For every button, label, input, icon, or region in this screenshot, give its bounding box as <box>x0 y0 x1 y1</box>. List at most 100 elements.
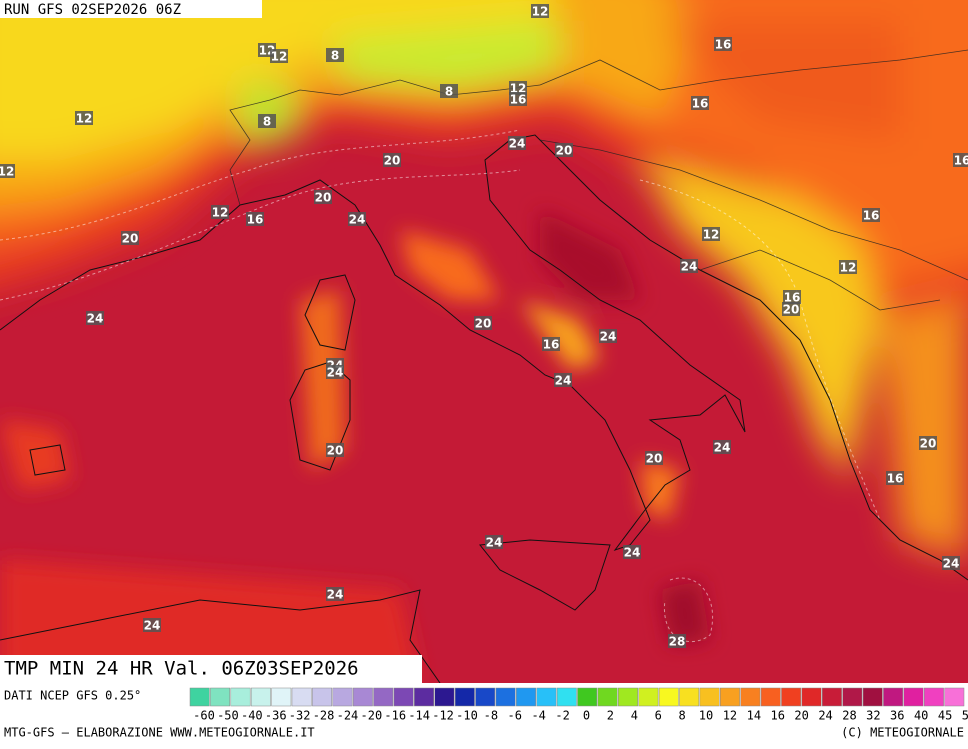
colorbar-tick-label: -16 <box>384 709 406 723</box>
run-title: RUN GFS 02SEP2026 06Z <box>4 2 181 18</box>
color-swatch <box>923 687 944 707</box>
label-box <box>886 471 904 485</box>
contour-label: 16 <box>691 96 709 111</box>
label-box <box>258 114 276 128</box>
label-text: 12 <box>271 50 288 64</box>
label-text: 16 <box>715 38 732 52</box>
colorbar-tick-label: 36 <box>890 709 904 723</box>
color-swatch <box>699 687 720 707</box>
label-text: 20 <box>646 452 663 466</box>
contour-label: 24 <box>348 212 366 227</box>
color-swatch <box>658 687 679 707</box>
color-swatch <box>638 687 659 707</box>
contour-label: 12 <box>839 260 857 275</box>
label-box <box>508 136 526 150</box>
label-box <box>121 231 139 245</box>
color-swatch <box>781 687 802 707</box>
contour-label: 16 <box>509 92 527 107</box>
label-box <box>862 208 880 222</box>
label-box <box>680 259 698 273</box>
contour-label: 20 <box>326 443 344 458</box>
contour-label: 24 <box>485 535 503 550</box>
color-swatch <box>536 687 557 707</box>
label-box <box>326 587 344 601</box>
colorbar-tick-label: -32 <box>289 709 311 723</box>
label-box <box>623 545 641 559</box>
footer-box <box>0 655 422 683</box>
contour-label: 16 <box>714 37 732 52</box>
contour-label: 24 <box>143 618 161 633</box>
header-box <box>0 0 262 18</box>
label-text: 12 <box>76 112 93 126</box>
contour-label: 28 <box>668 634 686 649</box>
label-text: 8 <box>263 115 271 129</box>
color-swatch <box>801 687 822 707</box>
label-text: 20 <box>315 191 332 205</box>
colorbar-tick-label: 12 <box>723 709 737 723</box>
credit-left: MTG-GFS — ELABORAZIONE WWW.METEOGIORNALE… <box>4 726 315 740</box>
label-box <box>783 290 801 304</box>
color-swatch <box>189 687 210 707</box>
contour-label: 20 <box>555 143 573 158</box>
contour-label: 12 <box>75 111 93 126</box>
colorbar-tick-label: 16 <box>771 709 785 723</box>
label-text: 12 <box>0 165 14 179</box>
colorbar-tick-label: -6 <box>508 709 522 723</box>
label-box <box>691 96 709 110</box>
contour-label: 12 <box>270 49 288 64</box>
colorbar-tick-label: 24 <box>818 709 832 723</box>
label-text: 24 <box>509 137 526 151</box>
label-text: 16 <box>863 209 880 223</box>
label-text: 20 <box>475 317 492 331</box>
label-box <box>246 212 264 226</box>
label-box <box>555 143 573 157</box>
contour-label: 20 <box>645 451 663 466</box>
label-text: 24 <box>943 557 960 571</box>
colorbar-tick-label: 2 <box>607 709 614 723</box>
colorbar-tick-label: 10 <box>699 709 713 723</box>
temperature-field <box>0 0 968 683</box>
label-box <box>645 451 663 465</box>
label-box <box>554 373 572 387</box>
contour-label: 20 <box>383 153 401 168</box>
color-swatch <box>291 687 312 707</box>
label-box <box>348 212 366 226</box>
label-text: 24 <box>327 366 344 380</box>
contour-label: 12 <box>702 227 720 242</box>
color-swatch <box>577 687 598 707</box>
source: DATI NCEP GFS 0.25° <box>4 689 141 703</box>
label-text: 20 <box>122 232 139 246</box>
colorbar-tick-label: -24 <box>337 709 359 723</box>
colorbar-tick-label: -8 <box>484 709 498 723</box>
label-text: 24 <box>714 441 731 455</box>
contour-label: 24 <box>942 556 960 571</box>
colorbar: -60 -50 -40 -36 -32 -28 -24 -20 -16 -14 -12 -10 -8 -6… <box>189 687 968 723</box>
colorbar-tick-label: -4 <box>531 709 545 723</box>
colorbar-tick-label: 55 <box>962 709 968 723</box>
contour-label: 20 <box>919 436 937 451</box>
colorbar-tick-label: -2 <box>555 709 569 723</box>
color-swatch <box>495 687 516 707</box>
map-title: TMP MIN 24 HR Val. 06Z03SEP2026 <box>4 658 359 680</box>
label-text: 24 <box>681 260 698 274</box>
color-swatch <box>679 687 700 707</box>
contour-label: 16 <box>953 153 968 168</box>
contour-label: 20 <box>474 316 492 331</box>
color-swatch <box>862 687 883 707</box>
label-text: 8 <box>445 85 453 99</box>
contour-label: 24 <box>508 136 526 151</box>
label-text: 24 <box>87 312 104 326</box>
label-text: 24 <box>349 213 366 227</box>
label-box <box>782 302 800 316</box>
label-box <box>839 260 857 274</box>
label-box <box>326 48 344 62</box>
label-box <box>509 81 527 95</box>
colorbar-tick-label: 6 <box>655 709 662 723</box>
label-box <box>326 365 344 379</box>
credit-right: (C) METEOGIORNALE <box>841 726 964 740</box>
color-swatch <box>393 687 414 707</box>
color-swatch <box>250 687 271 707</box>
label-text: 8 <box>331 49 339 63</box>
contour-label: 24 <box>680 259 698 274</box>
